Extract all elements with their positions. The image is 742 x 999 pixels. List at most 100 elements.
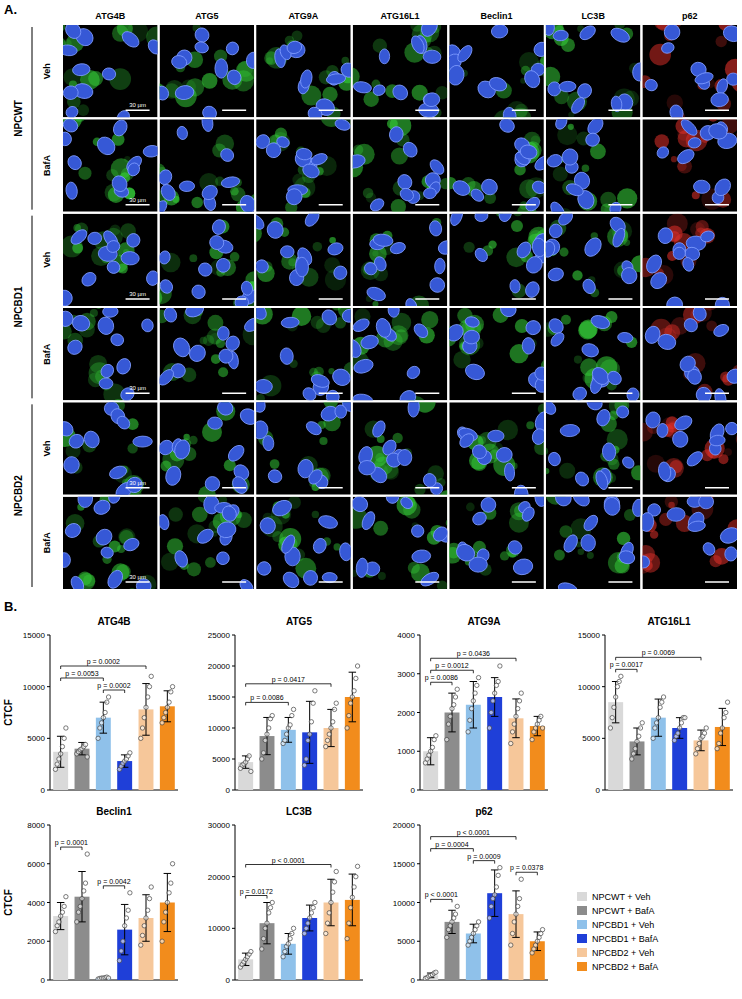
nucleus xyxy=(365,285,387,304)
micrograph xyxy=(642,291,742,416)
y-tick-label: 10000 xyxy=(578,683,601,692)
scale-bar xyxy=(126,581,150,583)
nucleus xyxy=(266,467,284,485)
data-point xyxy=(694,752,698,756)
data-point xyxy=(324,931,328,935)
nucleus xyxy=(122,536,141,553)
micrograph xyxy=(245,384,362,494)
nucleus xyxy=(446,64,465,86)
nucleus xyxy=(63,20,84,42)
data-point xyxy=(106,976,110,980)
micrograph xyxy=(345,476,454,592)
stain xyxy=(329,237,336,244)
nucleus xyxy=(581,235,604,260)
data-point xyxy=(140,933,144,937)
nucleus xyxy=(712,322,731,339)
data-point xyxy=(147,684,151,688)
significance-bracket xyxy=(246,896,267,899)
y-tick xyxy=(232,666,235,667)
p-value: p = 0.0417 xyxy=(272,676,305,684)
nucleus xyxy=(581,277,598,295)
p-value: p < 0.0001 xyxy=(457,829,490,837)
stain xyxy=(543,468,549,474)
plot-marks xyxy=(608,674,730,790)
stain xyxy=(353,144,363,154)
nucleus xyxy=(556,209,575,228)
nucleus xyxy=(549,223,563,238)
column-header: ATG9A xyxy=(289,11,319,21)
scale-bar xyxy=(608,581,632,583)
nucleus xyxy=(595,408,612,428)
column-header: Beclin1 xyxy=(481,11,513,21)
data-point xyxy=(281,955,285,959)
data-point xyxy=(270,713,274,717)
y-tick xyxy=(47,980,50,981)
micrograph xyxy=(353,214,460,316)
nucleus xyxy=(286,40,303,55)
error-bar xyxy=(676,718,683,739)
data-point xyxy=(724,710,728,714)
nucleus xyxy=(145,270,160,287)
data-point xyxy=(677,726,681,730)
significance-bracket xyxy=(616,669,637,672)
p-value: p = 0.0012 xyxy=(435,662,468,670)
y-tick xyxy=(417,863,420,864)
nucleus xyxy=(457,431,476,450)
y-tick-label: 4000 xyxy=(27,899,45,908)
nucleus xyxy=(553,30,569,42)
stain xyxy=(538,485,551,498)
nucleus xyxy=(360,510,378,532)
micrograph: 30 µm xyxy=(58,489,158,598)
nucleus xyxy=(565,182,585,198)
data-point xyxy=(313,900,317,904)
y-tick-label: 2000 xyxy=(397,709,415,718)
nucleus xyxy=(63,456,80,474)
group-divider xyxy=(32,404,33,587)
data-point xyxy=(640,721,644,725)
nucleus xyxy=(422,472,438,489)
significance-bracket xyxy=(473,861,494,864)
nucleus xyxy=(77,489,93,508)
data-point xyxy=(455,687,459,691)
data-point xyxy=(290,713,294,717)
nucleus xyxy=(603,496,622,516)
nucleus xyxy=(605,369,624,388)
nucleus xyxy=(102,305,118,317)
data-point xyxy=(448,714,452,718)
data-point xyxy=(347,713,351,717)
nucleus xyxy=(453,541,477,564)
nucleus xyxy=(220,502,242,524)
nucleus xyxy=(301,162,322,181)
data-point xyxy=(144,705,148,709)
nucleus xyxy=(372,83,387,97)
nucleus xyxy=(218,146,236,164)
micrograph: 30 µm xyxy=(55,300,157,412)
nucleus xyxy=(699,229,715,243)
nucleus xyxy=(101,67,116,81)
nucleus xyxy=(693,180,711,195)
p-value: p = 0.0086 xyxy=(425,674,458,682)
nucleus xyxy=(450,178,472,199)
micrograph xyxy=(539,15,648,123)
y-tick xyxy=(417,673,420,674)
stain xyxy=(218,367,228,377)
stain xyxy=(313,242,323,252)
data-point xyxy=(103,710,107,714)
nucleus xyxy=(577,23,598,42)
stain xyxy=(340,392,351,403)
data-point xyxy=(128,891,132,895)
data-point xyxy=(146,695,150,699)
nucleus xyxy=(423,50,441,64)
data-point xyxy=(76,910,80,914)
y-tick-label: 5000 xyxy=(212,755,230,764)
stain xyxy=(168,507,182,521)
treatment-label: Veh xyxy=(42,63,52,79)
y-tick-label: 15000 xyxy=(578,631,601,640)
scale-bar xyxy=(512,298,536,300)
nucleus xyxy=(581,513,600,533)
y-tick-label: 25000 xyxy=(208,631,231,640)
nucleus xyxy=(372,233,393,248)
nucleus xyxy=(661,21,683,43)
stain xyxy=(189,254,197,262)
error-bar xyxy=(327,879,334,926)
